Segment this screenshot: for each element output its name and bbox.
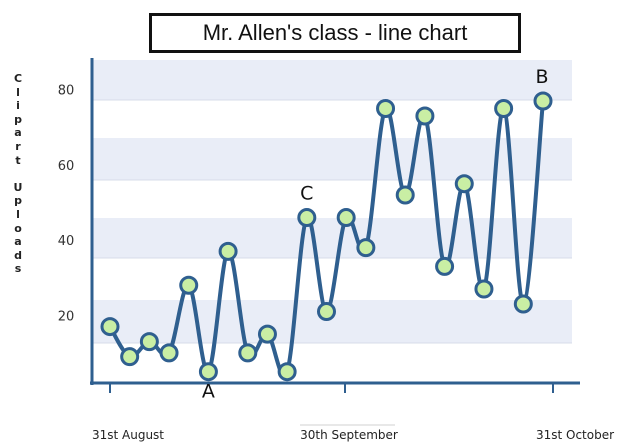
data-point bbox=[317, 302, 336, 322]
y-tick-label: 20 bbox=[58, 309, 75, 324]
grid-band bbox=[92, 60, 572, 100]
data-point bbox=[474, 279, 494, 299]
data-point bbox=[218, 241, 238, 261]
data-point bbox=[376, 99, 396, 118]
data-point bbox=[395, 185, 415, 205]
y-axis-label-char: p bbox=[14, 194, 22, 208]
y-axis-label-char: r bbox=[15, 139, 21, 153]
y-axis-label-char: l bbox=[16, 207, 20, 221]
data-point bbox=[179, 275, 199, 295]
y-axis-label-char: s bbox=[14, 262, 22, 276]
data-point bbox=[257, 324, 277, 344]
y-axis-label-char: l bbox=[16, 85, 20, 99]
x-tick-label: 31st October bbox=[536, 428, 614, 442]
data-point bbox=[494, 99, 514, 118]
data-point bbox=[277, 362, 297, 382]
y-tick-label: 80 bbox=[58, 84, 75, 99]
data-point bbox=[356, 238, 376, 258]
chart-title-box: Mr. Allen's class - line chart bbox=[149, 13, 521, 53]
data-point bbox=[159, 343, 179, 363]
y-axis-label-char: p bbox=[14, 112, 22, 126]
data-point bbox=[139, 332, 159, 352]
y-axis-label-char: o bbox=[14, 221, 22, 235]
data-point bbox=[454, 174, 474, 194]
x-tick-label: 31st August bbox=[92, 428, 164, 442]
data-point bbox=[198, 362, 218, 382]
annotation-label: B bbox=[535, 66, 548, 88]
y-tick-label: 40 bbox=[58, 234, 75, 249]
grid-band bbox=[92, 138, 572, 180]
data-point bbox=[336, 208, 356, 228]
data-point bbox=[297, 208, 317, 228]
y-axis-label-char: a bbox=[14, 235, 22, 249]
data-point bbox=[238, 343, 258, 363]
grid-band bbox=[92, 218, 572, 258]
data-point bbox=[513, 294, 533, 314]
data-point bbox=[415, 106, 435, 126]
y-axis-label-char: t bbox=[15, 153, 21, 167]
annotation-label: A bbox=[202, 381, 215, 403]
y-axis-label-char: i bbox=[16, 99, 20, 113]
data-point bbox=[435, 256, 455, 276]
x-tick-label: 30th September bbox=[300, 428, 398, 442]
y-axis-label-char: C bbox=[13, 72, 23, 85]
y-tick-label: 60 bbox=[58, 159, 75, 174]
y-axis-label-char: d bbox=[14, 248, 22, 262]
y-axis-label-char: a bbox=[14, 126, 22, 140]
data-point bbox=[100, 317, 120, 337]
data-point bbox=[533, 91, 553, 111]
annotation-label: C bbox=[300, 183, 313, 205]
y-axis-label-char: U bbox=[13, 180, 23, 194]
chart-title: Mr. Allen's class - line chart bbox=[202, 20, 468, 45]
data-point bbox=[120, 347, 140, 367]
